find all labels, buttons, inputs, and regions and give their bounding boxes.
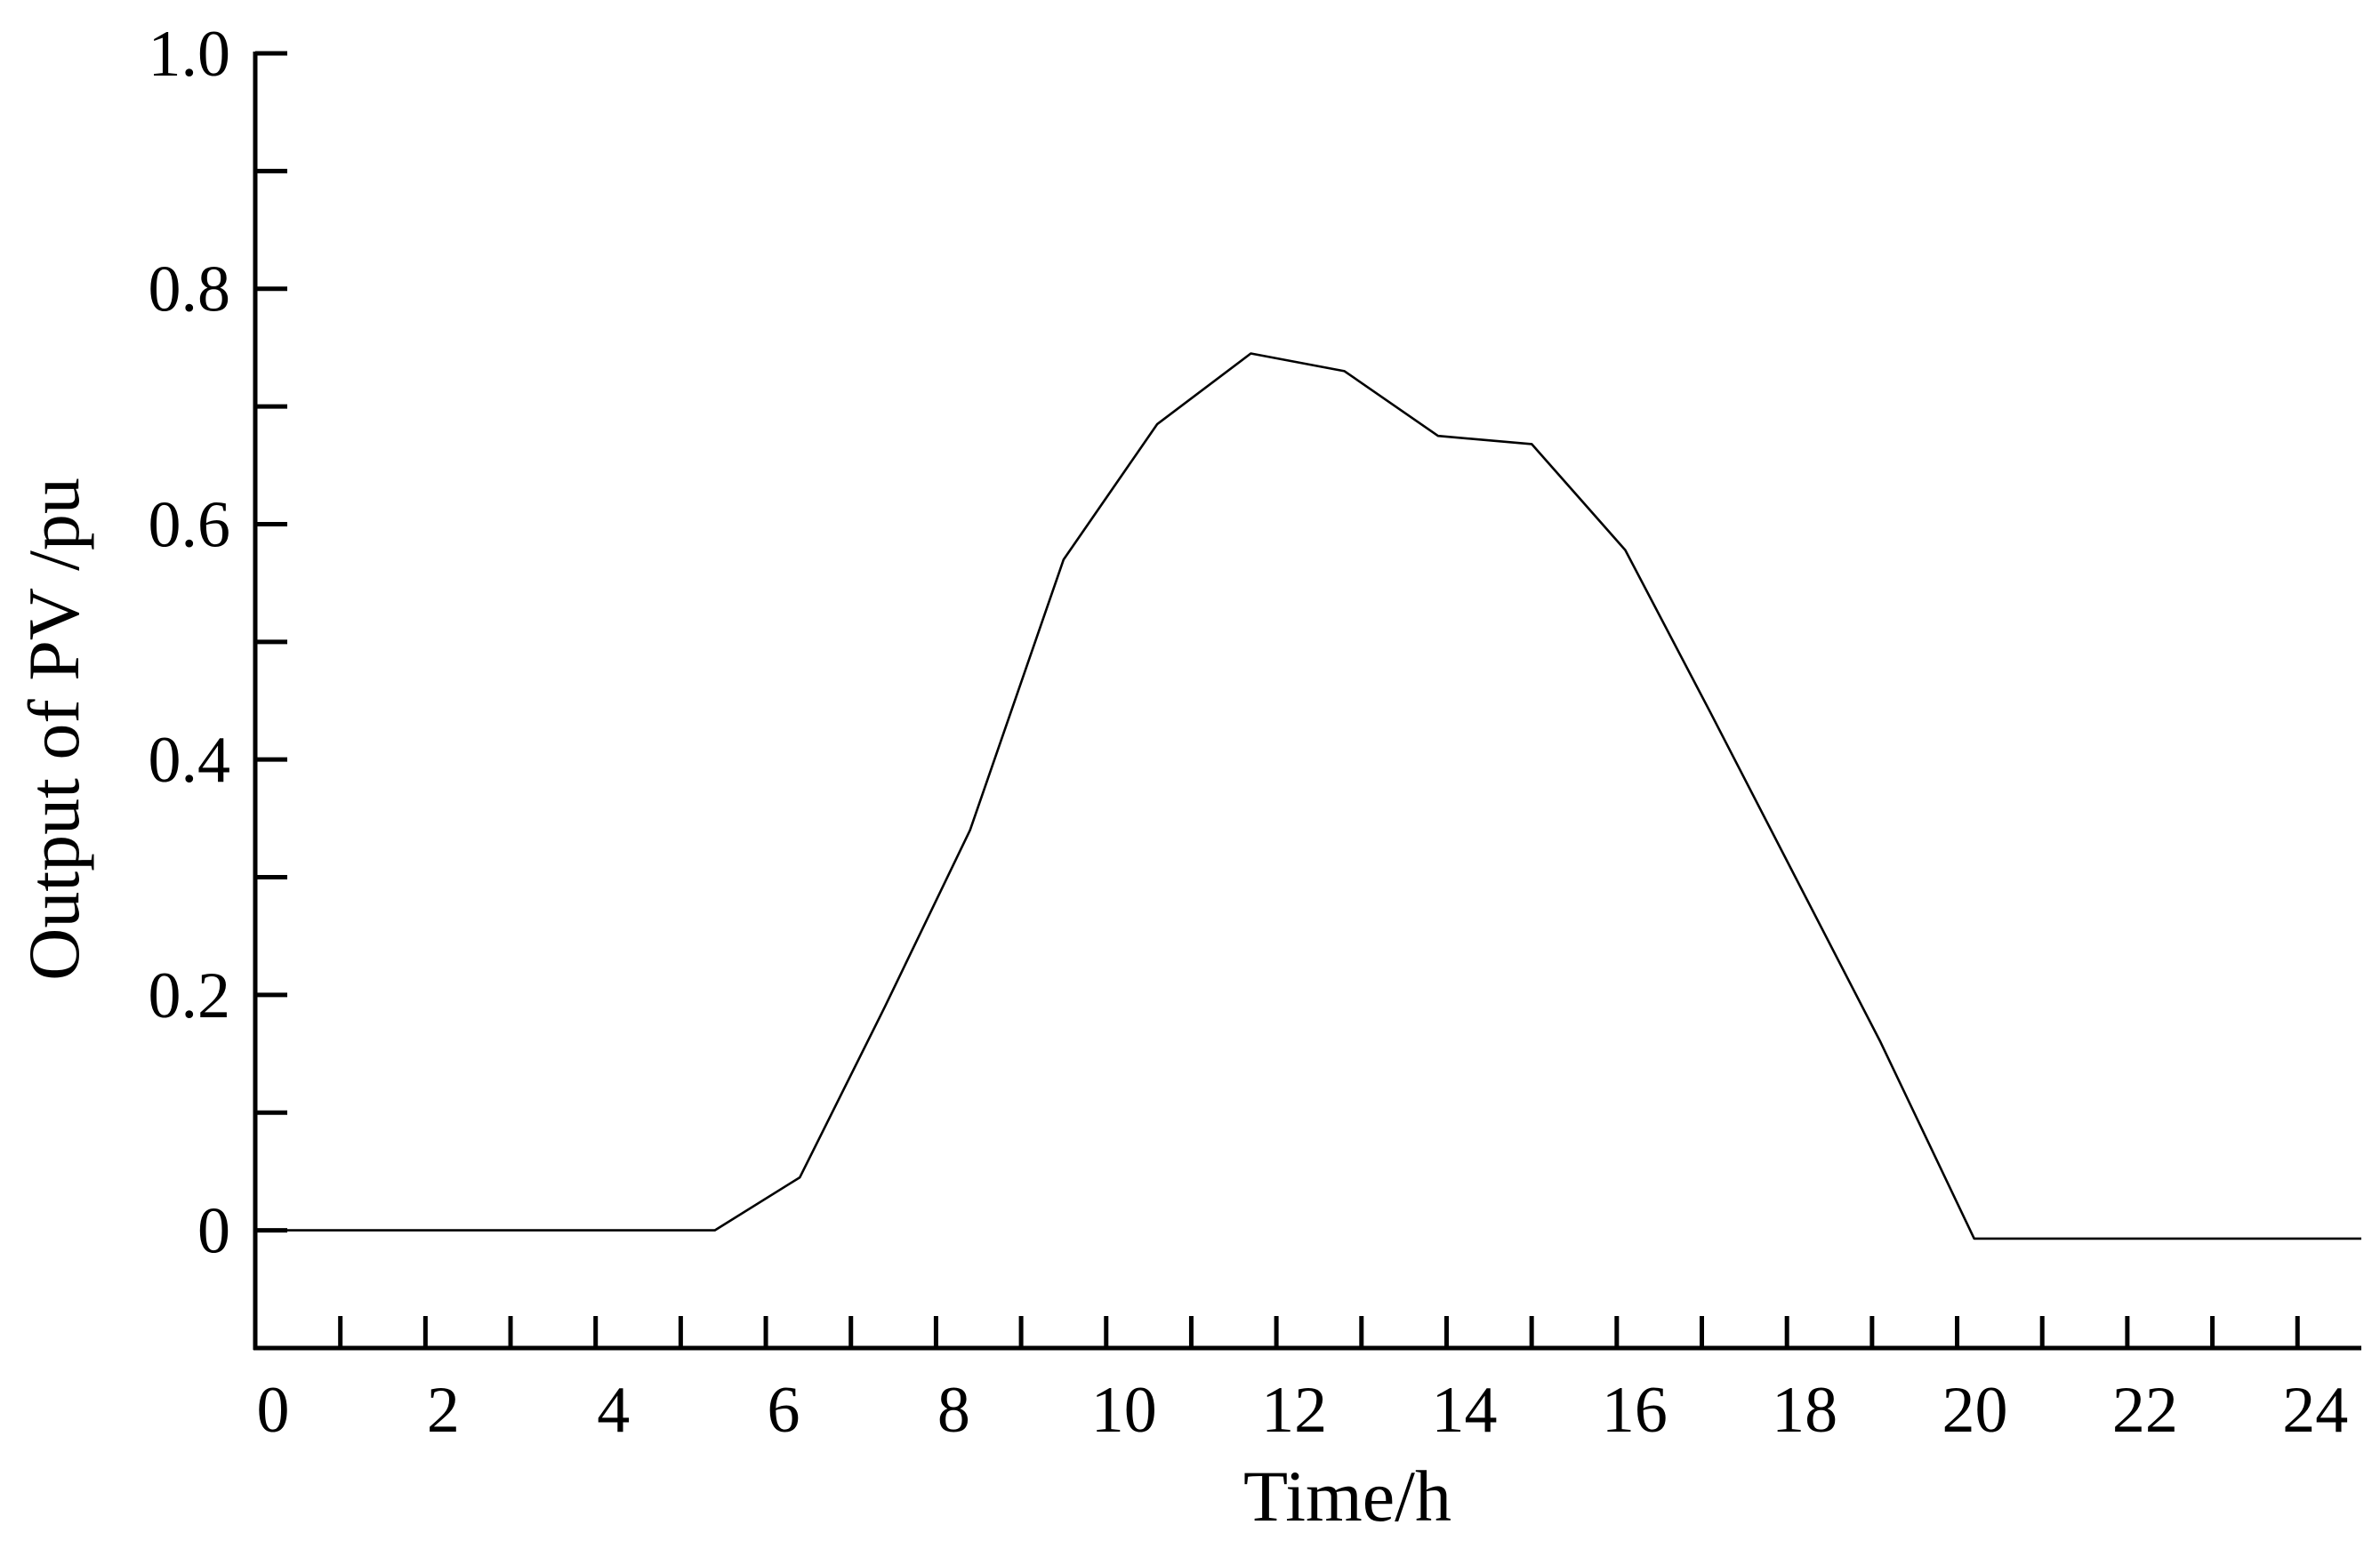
x-tick-label: 2 (427, 1374, 460, 1447)
x-axis-title: Time/h (1243, 1456, 1451, 1537)
x-tick-label: 4 (597, 1374, 630, 1447)
x-tick-label: 20 (1942, 1374, 2008, 1447)
x-tick-label: 10 (1091, 1374, 1157, 1447)
y-axis-title: Output of PV /pu (13, 478, 94, 981)
x-tick-label: 8 (937, 1374, 970, 1447)
y-tick-label: 0 (197, 1195, 230, 1268)
y-axis-ticks: 0 0.2 0.4 0.6 0.8 1.0 (149, 18, 287, 1268)
y-tick-label: 0.6 (149, 488, 231, 561)
x-tick-label: 24 (2282, 1374, 2348, 1447)
x-tick-label: 6 (768, 1374, 800, 1447)
x-tick-label: 16 (1602, 1374, 1668, 1447)
series-line-pv-output (255, 352, 2361, 1240)
x-tick-label: 22 (2112, 1374, 2178, 1447)
x-tick-label: 12 (1261, 1374, 1327, 1447)
x-axis-ticks: 0 2 4 6 8 10 12 14 16 18 20 22 24 (253, 1316, 2348, 1447)
y-tick-label: 1.0 (149, 18, 231, 91)
x-tick-label: 0 (257, 1374, 290, 1447)
y-tick-label: 0.8 (149, 253, 231, 326)
x-tick-label: 18 (1772, 1374, 1837, 1447)
x-tick-label: 14 (1431, 1374, 1497, 1447)
y-tick-label: 0.4 (149, 724, 231, 797)
y-tick-label: 0.2 (149, 959, 231, 1032)
